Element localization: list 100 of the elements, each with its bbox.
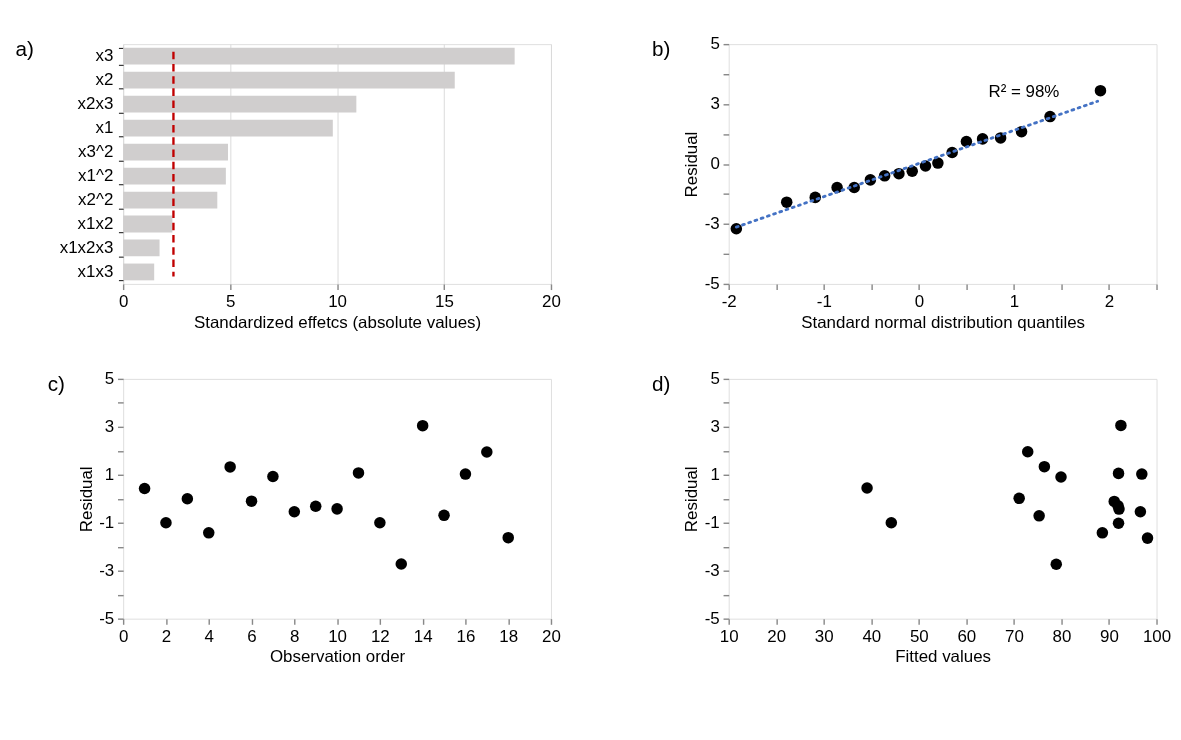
x-tick-label: 20 [767,626,787,646]
x-tick-label: 12 [370,626,390,646]
x-tick-label: 100 [1142,626,1172,646]
x-axis-title: Fitted values [895,647,992,667]
x-tick-label: 20 [542,291,561,311]
x-tick-label: 40 [862,626,882,646]
x-tick-label: 0 [118,626,129,646]
y-tick-label: 5 [710,34,720,54]
point [1136,468,1148,480]
point [1038,460,1051,473]
point [459,468,472,480]
point [288,506,301,518]
x-tick-label: 70 [1005,626,1024,646]
y-tick-label: 5 [710,369,720,389]
x-tick-label: 10 [719,626,739,646]
point [481,446,493,458]
point [502,531,514,544]
x-tick-label: 0 [914,291,925,311]
y-tick-label: x2^2 [78,190,114,210]
point [1115,419,1127,432]
y-tick-label: -3 [704,214,720,234]
text: b) [652,37,671,61]
y-tick-label: -3 [704,560,720,580]
point [416,419,429,432]
y-tick-label: 5 [104,369,115,389]
annotation: R² = 98% [988,81,1060,101]
point [780,196,793,208]
x-tick-label: 2 [1104,291,1115,311]
point [138,482,151,495]
y-tick-label: -5 [99,608,115,628]
y-tick-label: 0 [710,154,720,174]
x-tick-label: 1 [1009,291,1020,311]
y-tick-label: x1x2x3 [59,238,114,258]
point [1055,471,1067,483]
point [224,461,236,473]
point [932,157,944,169]
y-tick-label: 3 [104,417,115,437]
x-tick-label: 14 [413,626,433,646]
point [1112,467,1125,480]
point [885,517,898,529]
y-tick-label: x2x3 [77,94,114,114]
y-tick-label: 1 [104,464,115,484]
text: a) [15,37,34,61]
y-axis-title: Residual [682,466,702,533]
y-tick-label: x2 [95,70,114,90]
point [960,135,973,148]
point [331,503,343,515]
x-tick-label: 18 [499,626,519,646]
x-tick-label: 15 [435,291,454,311]
y-tick-label: -5 [704,608,720,628]
point [1021,446,1034,458]
y-tick-label: x1^2 [78,166,114,186]
y-tick-label: -5 [704,274,720,294]
x-tick-label: -2 [721,291,737,311]
text: d) [652,372,671,396]
text: c) [47,372,65,396]
point [160,517,172,529]
point [1094,84,1107,97]
x-tick-label: 30 [814,626,834,646]
x-tick-label: 0 [118,291,129,311]
point [309,500,322,512]
y-axis-title: Residual [682,131,702,198]
y-tick-label: x1x2 [77,214,114,234]
y-axis-title: Residual [76,466,96,533]
point [1013,492,1025,505]
point [1141,532,1154,544]
point [438,509,450,522]
x-tick-label: 10 [328,626,347,646]
y-tick-label: -3 [99,560,115,580]
x-tick-label: 6 [247,626,257,646]
point [1134,506,1147,518]
x-tick-label: 90 [1100,626,1119,646]
y-tick-label: x1x3 [77,262,114,282]
point [1112,517,1125,529]
y-tick-label: -1 [99,512,115,532]
point [861,482,873,494]
x-tick-label: 50 [909,626,929,646]
x-tick-label: 2 [161,626,172,646]
x-axis-title: Standard normal distribution quantiles [801,312,1086,332]
point [395,558,408,570]
point [1050,558,1063,570]
x-tick-label: 20 [542,626,561,646]
x-tick-label: 5 [225,291,236,311]
x-tick-label: 80 [1052,626,1072,646]
point [267,470,279,483]
x-tick-label: 16 [456,626,476,646]
x-tick-label: 4 [204,626,214,646]
point [181,493,194,505]
x-tick-label: 10 [328,291,347,311]
y-tick-label: 3 [710,94,720,114]
x-axis-title: Observation order [269,647,406,667]
point [202,527,215,539]
y-tick-label: 3 [710,417,720,437]
y-tick-label: x1 [95,118,114,138]
point [245,495,258,507]
point [1096,527,1109,539]
x-tick-label: 60 [957,626,977,646]
point [352,467,365,479]
point [374,517,386,529]
y-tick-label: -1 [704,512,720,532]
